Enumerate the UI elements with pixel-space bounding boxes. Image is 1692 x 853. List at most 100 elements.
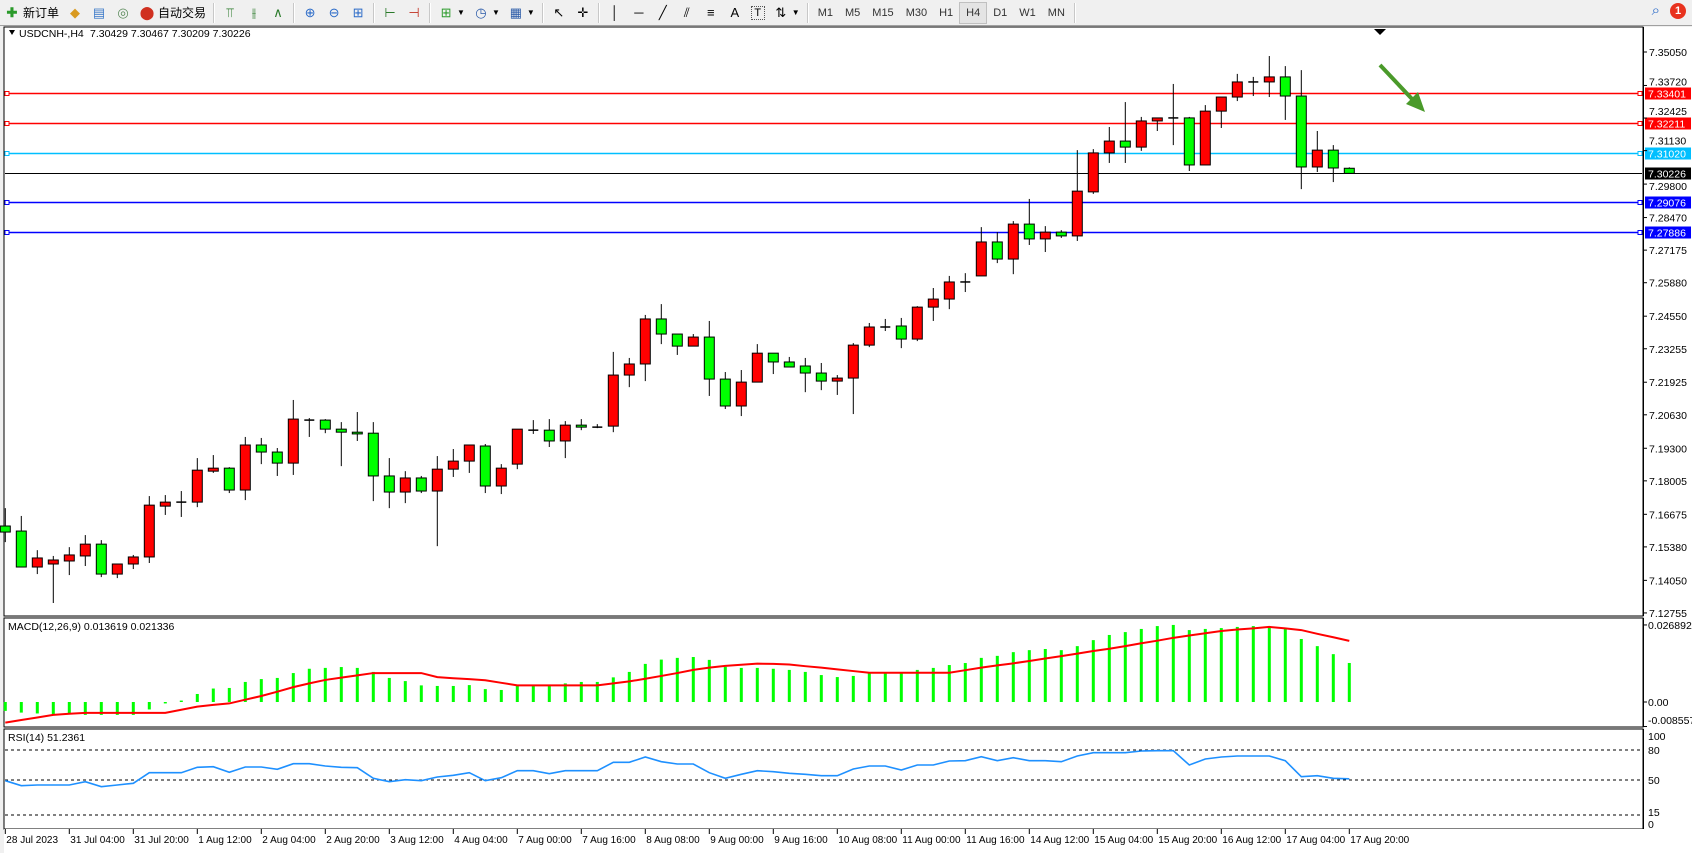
indicators-button[interactable]: ⊞ ▼	[434, 2, 469, 24]
candle-body-bull	[159, 501, 171, 507]
rsi-tick-label: 100	[1648, 731, 1666, 743]
fibonacci-icon: ≡	[707, 4, 715, 20]
vertical-line-button[interactable]: │	[603, 2, 627, 24]
macd-histogram-bar	[627, 671, 631, 702]
candle-body-bull	[31, 557, 43, 568]
candle	[511, 428, 523, 470]
candlestick-button[interactable]: ⫲	[242, 2, 266, 24]
macd-histogram-bar	[611, 677, 615, 702]
auto-scroll-icon: ⊣	[408, 4, 420, 20]
candle	[655, 304, 667, 345]
price-tick-label: 7.28470	[1649, 213, 1687, 225]
arrows-button[interactable]: ⇅ ▼	[769, 2, 804, 24]
auto-scroll-button[interactable]: ⊣	[402, 2, 426, 24]
timeframe-m5[interactable]: M5	[845, 6, 861, 19]
time-tick-label: 17 Aug 20:00	[1350, 835, 1409, 846]
price-tick-label: 7.14050	[1649, 575, 1687, 587]
candle	[1311, 131, 1323, 173]
candle	[575, 419, 587, 431]
candle	[111, 563, 123, 579]
bar-chart-button[interactable]: ⫪	[218, 2, 242, 24]
chart-menu-triangle-icon[interactable]	[9, 30, 15, 35]
candle-body-bear	[15, 530, 27, 568]
main-price-panel[interactable]	[3, 26, 1644, 617]
templates-button[interactable]: ▦ ▼	[504, 2, 539, 24]
candle-body-bull	[1039, 231, 1051, 240]
terminal-button[interactable]: ▤	[87, 2, 111, 24]
macd-histogram-bar	[675, 657, 679, 702]
rsi-panel[interactable]	[3, 728, 1644, 830]
new-order-button[interactable]: ✚ 新订单	[0, 2, 63, 24]
macd-histogram-bar	[163, 702, 167, 704]
candle	[1071, 150, 1083, 241]
macd-histogram-bar	[515, 685, 519, 702]
candle-body-bear	[895, 325, 907, 340]
candle	[1183, 116, 1195, 172]
line-chart-button[interactable]: ∧	[266, 2, 290, 24]
tile-icon: ⊞	[352, 4, 364, 20]
chart-shift-marker-icon[interactable]	[1374, 29, 1386, 35]
market-watch-button[interactable]: ◆	[63, 2, 87, 24]
tile-windows-button[interactable]: ⊞	[346, 2, 370, 24]
macd-histogram-bar	[867, 673, 871, 702]
fibonacci-button[interactable]: ≡	[699, 2, 723, 24]
candle-body-bull	[239, 444, 251, 491]
search-icon[interactable]: ⌕	[1651, 2, 1660, 19]
macd-histogram-bar	[1027, 650, 1031, 702]
timeframe-h1[interactable]: H1	[939, 6, 954, 19]
price-tick-label: 7.35050	[1649, 47, 1687, 59]
macd-histogram-bar	[435, 685, 439, 702]
text-button[interactable]: A	[723, 2, 747, 24]
price-tick-label: 7.16675	[1649, 509, 1687, 521]
candle-body-bear	[383, 475, 395, 493]
horizontal-line-button[interactable]: ─	[627, 2, 651, 24]
timeframe-m15[interactable]: M15	[872, 6, 894, 19]
zoom-in-button[interactable]: ⊕	[298, 2, 322, 24]
green-down-arrow-icon[interactable]	[1378, 63, 1425, 112]
timeframe-m30[interactable]: M30	[905, 6, 928, 19]
candle-body-bull	[943, 281, 955, 300]
candle	[607, 351, 619, 433]
macd-histogram-bar	[947, 665, 951, 702]
trendline-button[interactable]: ╱	[651, 2, 675, 24]
text-label-button[interactable]: T	[747, 2, 769, 24]
chart-shift-button[interactable]: ⊢	[378, 2, 402, 24]
price-axis[interactable]	[1644, 27, 1692, 829]
zoom-out-button[interactable]: ⊖	[322, 2, 346, 24]
macd-histogram-bar	[723, 666, 727, 702]
notification-badge[interactable]: 1	[1670, 2, 1686, 19]
equidistant-channel-button[interactable]: ⫽	[675, 2, 699, 24]
candle	[847, 343, 859, 415]
macd-panel[interactable]	[3, 617, 1644, 728]
price-line-label: 7.29076	[1648, 198, 1686, 210]
line-handle-left	[4, 121, 10, 126]
timeframe-mn[interactable]: MN	[1047, 6, 1065, 19]
macd-histogram-bar	[35, 702, 39, 714]
rsi-tick-label: 50	[1648, 775, 1660, 787]
macd-histogram-bar	[963, 663, 967, 702]
macd-histogram-bar	[1299, 638, 1303, 702]
timeframe-h4[interactable]: H4	[959, 1, 988, 24]
periods-button[interactable]: ◷ ▼	[469, 2, 504, 24]
signals-button[interactable]: ◎	[111, 2, 135, 24]
cursor-button[interactable]: ↖	[547, 2, 571, 24]
candle	[719, 372, 731, 410]
macd-histogram-bar	[147, 702, 151, 710]
time-axis[interactable]	[4, 829, 1692, 853]
candle	[1039, 226, 1051, 253]
timeframe-d1[interactable]: D1	[993, 6, 1008, 19]
timeframe-w1[interactable]: W1	[1019, 6, 1036, 19]
candle	[479, 443, 491, 494]
candle-body-bull	[79, 543, 91, 557]
timeframe-m1[interactable]: M1	[817, 6, 833, 19]
macd-histogram-bar	[931, 667, 935, 702]
time-tick-label: 9 Aug 16:00	[774, 835, 828, 846]
macd-histogram-bar	[403, 681, 407, 702]
candle	[143, 496, 155, 563]
macd-histogram-bar	[483, 689, 487, 702]
auto-trading-button[interactable]: ⬤ 自动交易	[135, 2, 210, 24]
crosshair-button[interactable]: ✛	[571, 2, 595, 24]
price-tick-label: 7.19300	[1649, 443, 1687, 455]
channel-icon: ⫽	[683, 4, 690, 20]
